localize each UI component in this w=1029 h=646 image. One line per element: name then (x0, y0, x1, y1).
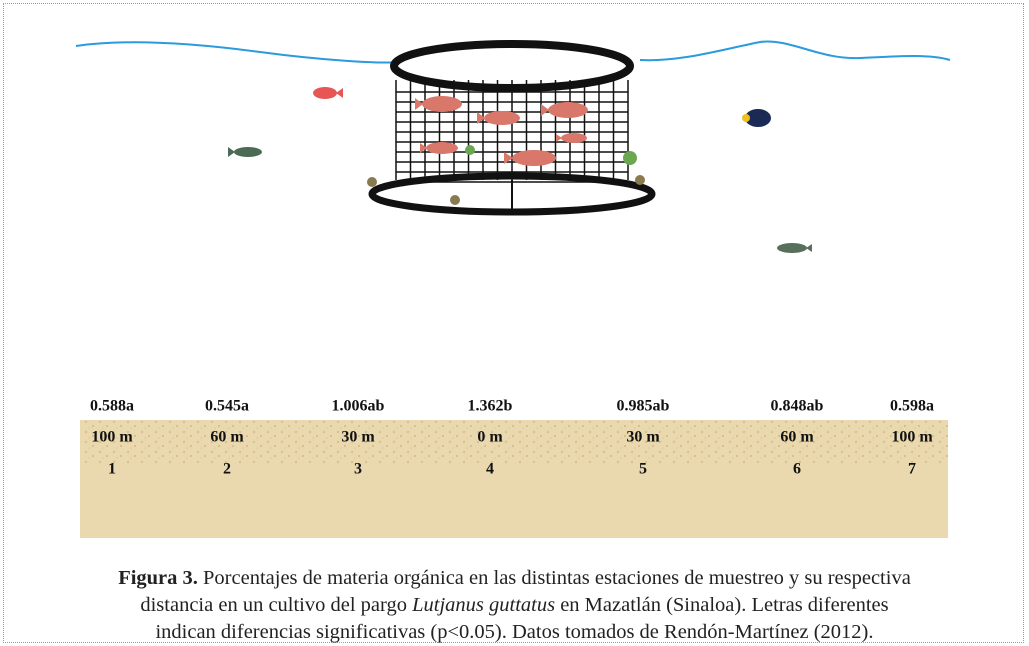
station-distance: 0 m (477, 429, 503, 446)
station-value: 0.545a (205, 398, 249, 415)
station-value: 0.598a (890, 398, 934, 415)
station-distance: 60 m (210, 429, 244, 446)
station-distance: 30 m (341, 429, 375, 446)
station-number: 6 (793, 461, 801, 478)
page: 0.588a100 m10.545a60 m21.006ab30 m31.362… (0, 0, 1029, 645)
caption-text: distancia en un cultivo del pargo (140, 594, 412, 616)
station-distance: 100 m (91, 429, 133, 446)
station-number: 5 (639, 461, 647, 478)
caption: Figura 3. Porcentajes de materia orgánic… (0, 565, 1029, 646)
species-name: Lutjanus guttatus (412, 594, 555, 616)
station-number: 7 (908, 461, 916, 478)
station-value: 0.848ab (771, 398, 824, 415)
station-number: 2 (223, 461, 231, 478)
cage (372, 44, 652, 212)
station-distance: 60 m (780, 429, 814, 446)
caption-text: indican diferencias significativas (p<0.… (155, 621, 873, 643)
caption-label: Figura 3. (118, 567, 198, 589)
station-value: 0.985ab (617, 398, 670, 415)
station-value: 1.362b (468, 398, 513, 415)
station-value: 1.006ab (332, 398, 385, 415)
caption-text: Porcentajes de materia orgánica en las d… (198, 567, 911, 589)
station-number: 1 (108, 461, 116, 478)
station-number: 3 (354, 461, 362, 478)
station-distance: 30 m (626, 429, 660, 446)
caption-text: en Mazatlán (Sinaloa). Letras diferentes (555, 594, 889, 616)
station-number: 4 (486, 461, 494, 478)
station-value: 0.588a (90, 398, 134, 415)
station-distance: 100 m (891, 429, 933, 446)
